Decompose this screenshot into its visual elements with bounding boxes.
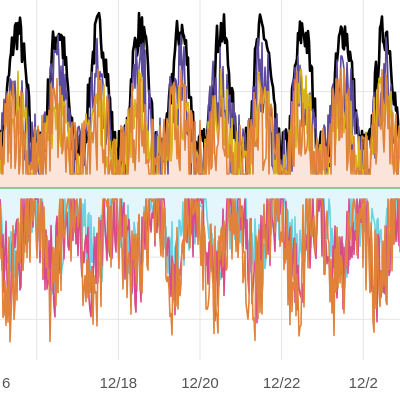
x-tick-label: 6 <box>2 375 10 392</box>
x-tick-label: 12/20 <box>181 375 219 392</box>
x-tick-label: 12/2 <box>349 375 378 392</box>
x-axis-tick-labels: 6 12/18 12/20 12/22 12/2 <box>2 375 378 392</box>
series-line-6 <box>0 198 400 343</box>
series-lines <box>0 11 400 343</box>
x-tick-label: 12/18 <box>100 375 138 392</box>
series-line-3 <box>0 67 400 175</box>
x-tick-label: 12/22 <box>263 375 301 392</box>
series-line-5 <box>0 198 400 324</box>
